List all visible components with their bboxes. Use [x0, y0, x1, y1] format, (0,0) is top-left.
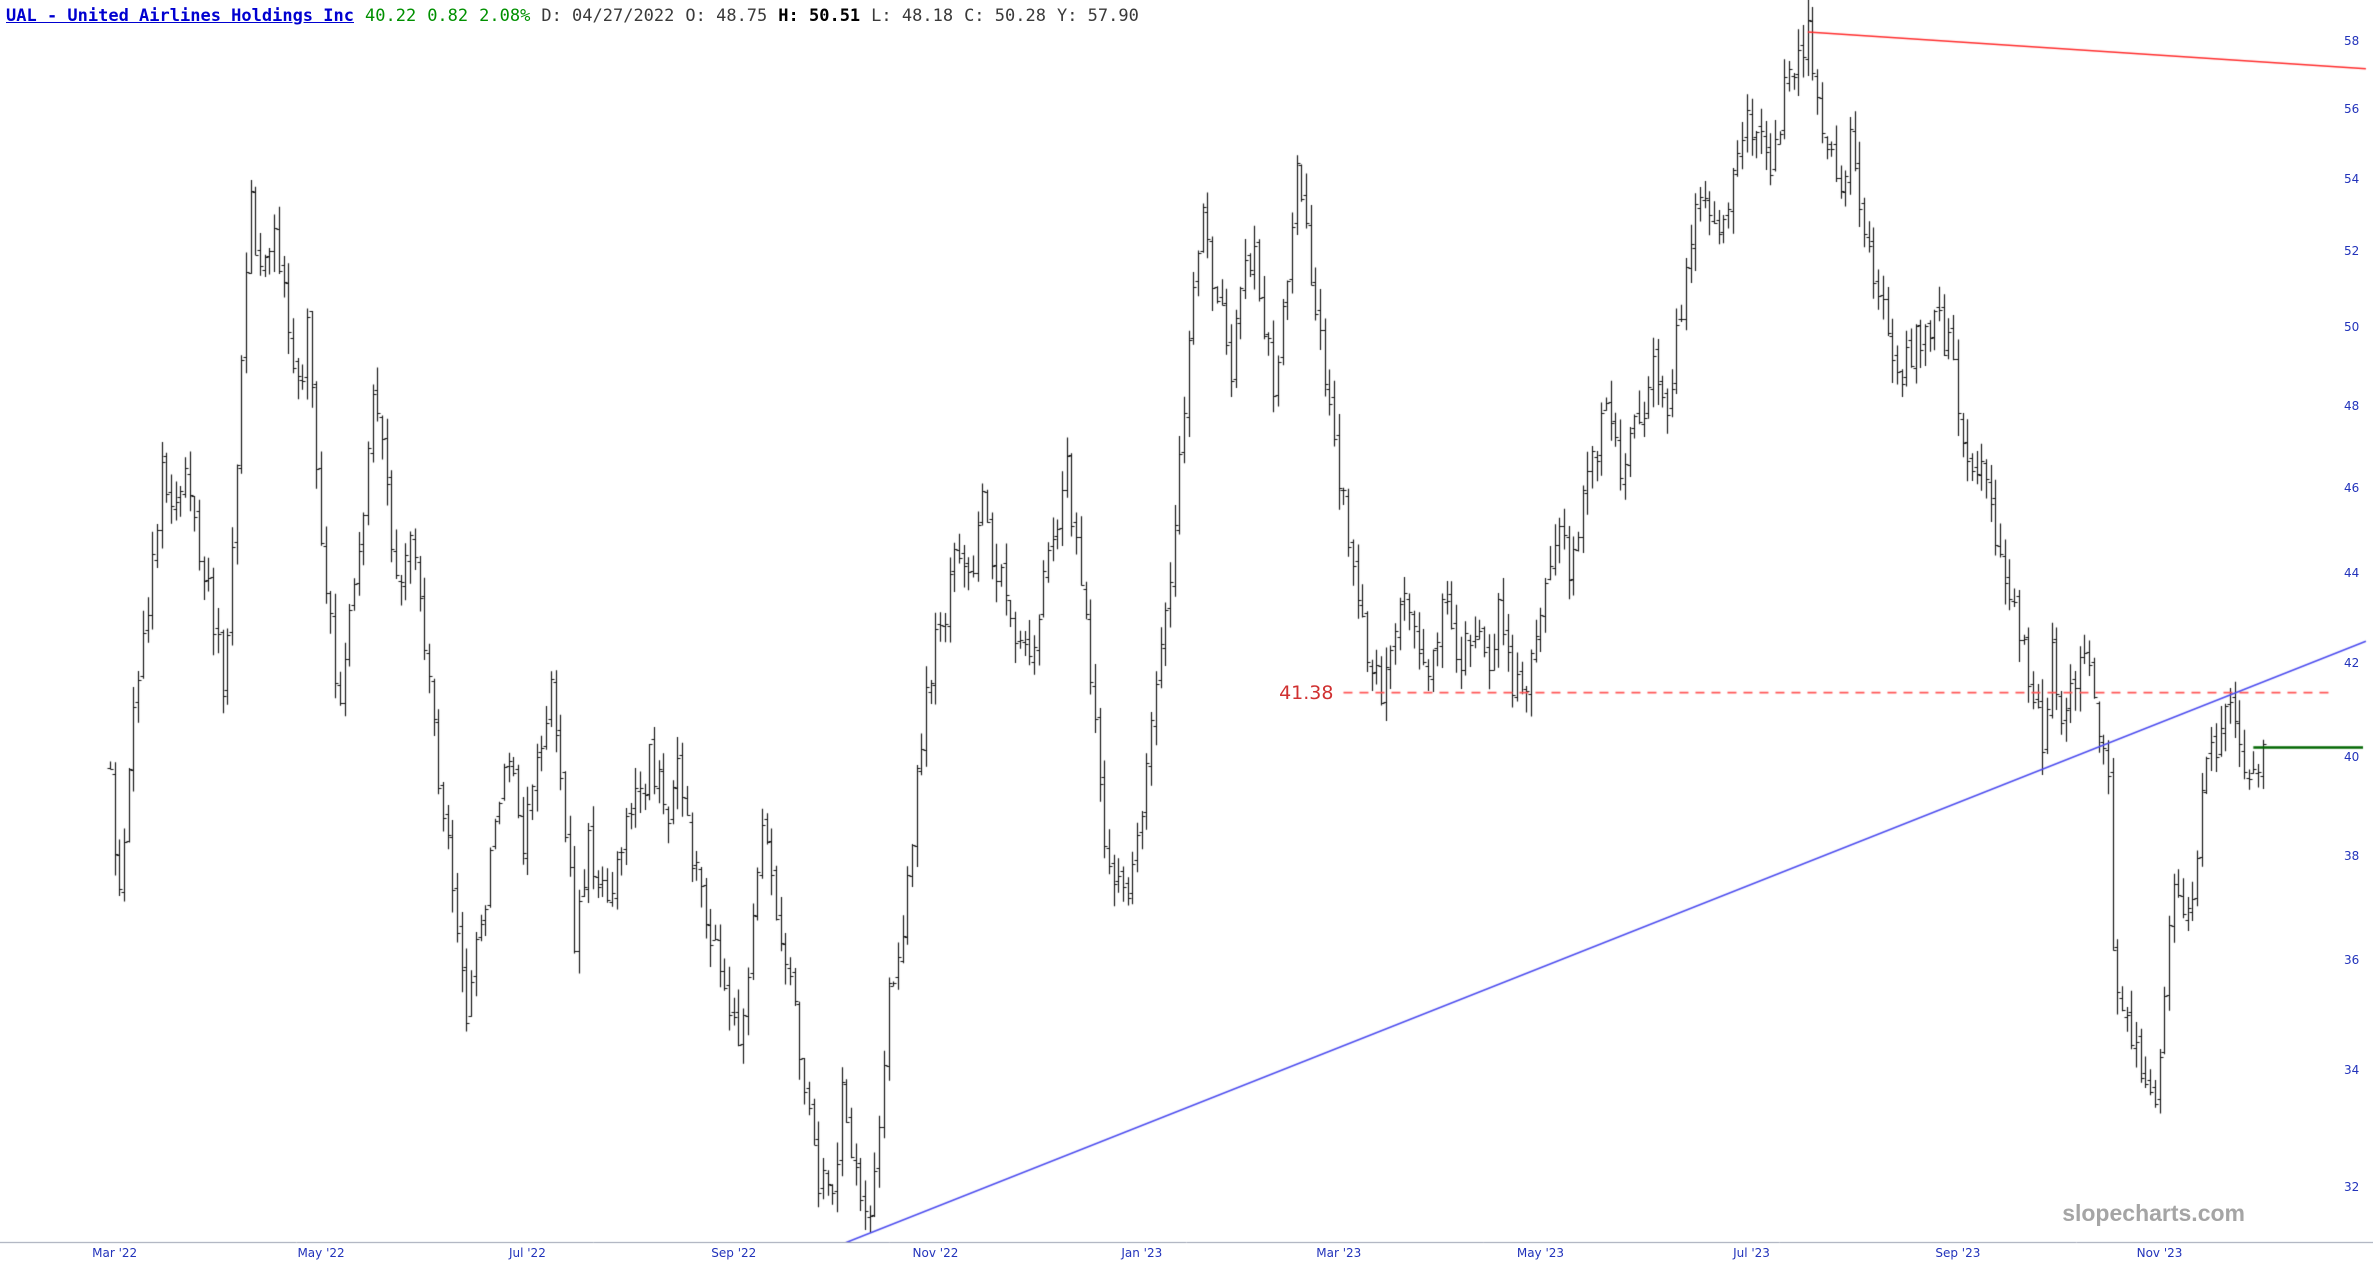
y-axis-label: 44 — [2344, 566, 2360, 581]
y-axis-label: 38 — [2344, 848, 2360, 863]
y-axis-label: 54 — [2344, 171, 2360, 186]
x-axis-label: Jul '23 — [1733, 1246, 1770, 1260]
bar-prev-value: Y: 57.90 — [1056, 6, 1139, 26]
bar-low: L: 48.18 — [871, 6, 954, 26]
bar-open: O: 48.75 — [685, 6, 768, 26]
x-axis-label: Mar '23 — [1316, 1246, 1362, 1260]
bar-date: D: 04/27/2022 — [541, 6, 675, 26]
x-axis-label: May '23 — [1516, 1246, 1565, 1260]
bar-high: H: 50.51 — [778, 6, 861, 26]
watermark: slopecharts.com — [2062, 1200, 2245, 1226]
time-axis[interactable]: Mar '22 May '22 Jul '22 Sep '22 Nov '22 Jan '… — [0, 1246, 2373, 1270]
y-axis-label: 46 — [2344, 480, 2360, 495]
y-axis-label: 32 — [2344, 1180, 2360, 1194]
x-axis-label: Jul '22 — [508, 1246, 546, 1260]
last-price: 40.22 — [365, 6, 417, 26]
symbol-title-link[interactable]: UAL - United Airlines Holdings Inc — [6, 6, 354, 26]
y-axis-label: 56 — [2344, 101, 2360, 116]
price-change-pct: 2.08% — [479, 6, 531, 26]
x-axis-label: Nov '22 — [912, 1246, 959, 1260]
y-axis-label: 50 — [2344, 320, 2360, 334]
x-axis-label: Sep '22 — [711, 1246, 757, 1260]
y-axis-label: 48 — [2344, 398, 2360, 413]
x-axis-label: May '22 — [297, 1246, 345, 1260]
y-axis-label: 40 — [2344, 750, 2360, 764]
x-axis-label: Mar '22 — [92, 1246, 138, 1260]
price-axis[interactable]: 58 56 54 52 50 48 46 44 42 40 38 36 34 32 — [2344, 0, 2373, 1242]
quote-header: UAL - United Airlines Holdings Inc 40.22 0… — [6, 6, 1150, 26]
price-change: 0.82 — [427, 6, 469, 26]
x-axis-label: Sep '23 — [1935, 1246, 1981, 1260]
y-axis-label: 42 — [2344, 655, 2360, 670]
y-axis-label: 52 — [2344, 244, 2360, 259]
support-price-label: 41.38 — [1279, 681, 1334, 704]
y-axis-label: 58 — [2344, 34, 2360, 48]
x-axis-label: Jan '23 — [1121, 1246, 1163, 1260]
y-axis-label: 34 — [2344, 1063, 2360, 1078]
bar-close: C: 50.28 — [964, 6, 1046, 26]
x-axis-label: Nov '23 — [2136, 1246, 2183, 1260]
y-axis-label: 36 — [2344, 953, 2360, 968]
